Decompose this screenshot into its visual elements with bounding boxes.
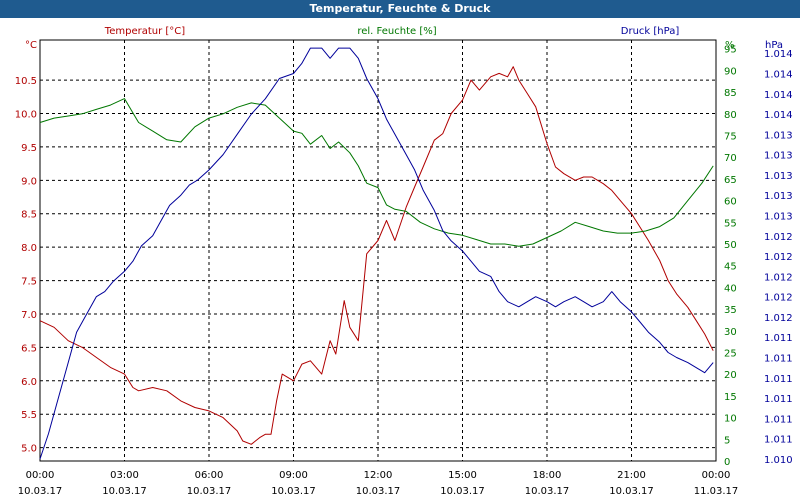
- x-time-label: 09:00: [279, 470, 308, 481]
- left-tick-label: 8.5: [21, 210, 37, 221]
- pressure-tick-label: 1.013: [764, 130, 793, 141]
- pressure-tick-label: 1.013: [764, 191, 793, 202]
- left-tick-label: 5.5: [21, 410, 37, 421]
- left-tick-label: 7.0: [21, 310, 37, 321]
- humidity-tick-label: 35: [724, 305, 737, 316]
- series-line-pressure: [39, 47, 714, 460]
- pressure-tick-label: 1.012: [764, 272, 793, 283]
- left-tick-label: 6.5: [21, 343, 37, 354]
- x-time-label: 21:00: [617, 470, 646, 481]
- series-line-humidity: [39, 98, 714, 247]
- legend-humidity: rel. Feuchte [%]: [357, 26, 436, 37]
- x-date-label: 10.03.17: [609, 486, 654, 497]
- x-time-label: 18:00: [533, 470, 562, 481]
- x-time-label: 00:00: [26, 470, 55, 481]
- pressure-tick-label: 1.014: [764, 49, 793, 60]
- left-tick-label: 8.0: [21, 243, 37, 254]
- pressure-tick-label: 1.013: [764, 171, 793, 182]
- series-lines: [39, 47, 714, 460]
- pressure-tick-label: 1.014: [764, 90, 793, 101]
- pressure-tick-label: 1.011: [764, 333, 793, 344]
- pressure-tick-label: 1.012: [764, 252, 793, 263]
- x-time-label: 00:00: [702, 470, 731, 481]
- pressure-tick-label: 1.012: [764, 293, 793, 304]
- x-time-label: 06:00: [195, 470, 224, 481]
- humidity-axis-unit: %: [725, 40, 735, 51]
- pressure-tick-label: 1.012: [764, 313, 793, 324]
- pressure-tick-label: 1.014: [764, 69, 793, 80]
- window-title: Temperatur, Feuchte & Druck: [0, 0, 800, 18]
- humidity-tick-label: 60: [724, 197, 737, 208]
- x-date-label: 10.03.17: [271, 486, 316, 497]
- humidity-tick-label: 85: [724, 88, 737, 99]
- humidity-tick-label: 10: [724, 414, 737, 425]
- x-date-label: 10.03.17: [102, 486, 147, 497]
- legend-pressure: Druck [hPa]: [621, 26, 680, 37]
- x-date-label: 10.03.17: [440, 486, 485, 497]
- humidity-axis-ticks: 0 5 10 15 20 25 30 35 40 45 50 55 60 65 70 75 80 85 90 95: [724, 45, 737, 468]
- left-tick-label: 10.0: [15, 110, 37, 121]
- x-time-label: 03:00: [110, 470, 139, 481]
- left-tick-label: 9.0: [21, 176, 37, 187]
- humidity-tick-label: 5: [724, 435, 730, 446]
- left-tick-label: 9.5: [21, 143, 37, 154]
- humidity-tick-label: 25: [724, 348, 737, 359]
- pressure-tick-label: 1.012: [764, 232, 793, 243]
- humidity-tick-label: 55: [724, 218, 737, 229]
- x-date-label: 11.03.17: [694, 486, 739, 497]
- humidity-tick-label: 70: [724, 153, 737, 164]
- humidity-tick-label: 45: [724, 262, 737, 273]
- x-date-label: 10.03.17: [187, 486, 232, 497]
- x-axis-ticks: 00:00 10.03.17 03:00 10.03.17 06:00 10.03.17 0…: [18, 470, 739, 497]
- x-time-label: 12:00: [364, 470, 393, 481]
- pressure-axis-unit: hPa: [765, 40, 783, 51]
- humidity-tick-label: 75: [724, 131, 737, 142]
- x-date-label: 10.03.17: [18, 486, 63, 497]
- x-time-label: 15:00: [448, 470, 477, 481]
- left-axis-ticks: 5.0 5.5 6.0 6.5 7.0 7.5 8.0 8.5 9.0 9.5 10.0 10.5: [15, 76, 37, 455]
- pressure-tick-label: 1.011: [764, 414, 793, 425]
- pressure-tick-label: 1.013: [764, 212, 793, 223]
- left-tick-label: 5.0: [21, 444, 37, 455]
- pressure-tick-label: 1.011: [764, 394, 793, 405]
- plot-frame: [39, 39, 717, 462]
- pressure-tick-label: 1.010: [764, 455, 793, 466]
- pressure-tick-label: 1.013: [764, 151, 793, 162]
- humidity-tick-label: 0: [724, 457, 730, 468]
- humidity-tick-label: 90: [724, 66, 737, 77]
- pressure-tick-label: 1.011: [764, 374, 793, 385]
- humidity-tick-label: 50: [724, 240, 737, 251]
- left-axis-unit: °C: [25, 40, 37, 51]
- humidity-tick-label: 15: [724, 392, 737, 403]
- humidity-tick-label: 20: [724, 370, 737, 381]
- pressure-axis-ticks: 1.010 1.011 1.011 1.011 1.011 1.011 1.011 1.012…: [764, 49, 793, 466]
- humidity-tick-label: 30: [724, 327, 737, 338]
- pressure-tick-label: 1.011: [764, 354, 793, 365]
- x-date-label: 10.03.17: [525, 486, 570, 497]
- x-date-label: 10.03.17: [356, 486, 401, 497]
- humidity-tick-label: 80: [724, 110, 737, 121]
- humidity-tick-label: 95: [724, 45, 737, 56]
- left-tick-label: 6.0: [21, 377, 37, 388]
- left-tick-label: 7.5: [21, 277, 37, 288]
- pressure-tick-label: 1.011: [764, 435, 793, 446]
- series-line-temperature: [39, 66, 714, 445]
- legend-temperature: Temperatur [°C]: [104, 26, 185, 37]
- humidity-tick-label: 40: [724, 283, 737, 294]
- humidity-tick-label: 65: [724, 175, 737, 186]
- left-tick-label: 10.5: [15, 76, 37, 87]
- pressure-tick-label: 1.014: [764, 110, 793, 121]
